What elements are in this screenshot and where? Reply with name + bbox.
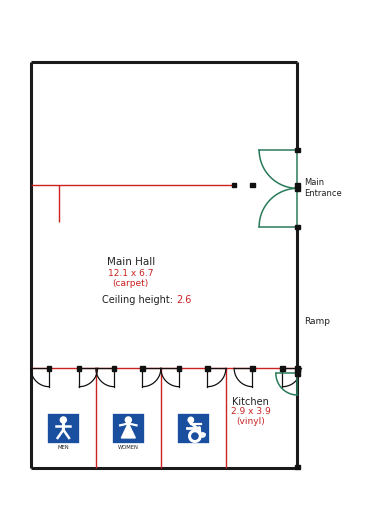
Circle shape <box>60 417 66 423</box>
Bar <box>296 225 300 229</box>
Bar <box>296 186 300 190</box>
Bar <box>251 366 255 370</box>
Text: (vinyl): (vinyl) <box>237 417 265 426</box>
Bar <box>251 183 255 187</box>
Bar <box>296 371 300 375</box>
Bar <box>112 366 116 370</box>
Bar <box>296 148 300 152</box>
Text: 12.1 x 6.7: 12.1 x 6.7 <box>108 269 154 278</box>
Bar <box>177 366 182 370</box>
Bar <box>280 366 285 370</box>
Text: (carpet): (carpet) <box>113 279 149 288</box>
Bar <box>140 366 145 370</box>
FancyBboxPatch shape <box>177 413 210 444</box>
Text: 2.6: 2.6 <box>176 295 191 305</box>
FancyBboxPatch shape <box>47 413 80 444</box>
Bar <box>47 366 51 370</box>
Text: Kitchen: Kitchen <box>232 396 269 407</box>
Text: Main
Entrance: Main Entrance <box>304 178 342 198</box>
Text: Main Hall: Main Hall <box>107 257 155 267</box>
Text: WOMEN: WOMEN <box>118 445 139 450</box>
Bar <box>77 366 81 370</box>
Text: Ceiling height:: Ceiling height: <box>102 295 174 305</box>
Circle shape <box>188 417 194 422</box>
Text: 2.9 x 3.9: 2.9 x 3.9 <box>231 407 271 416</box>
Polygon shape <box>122 423 135 438</box>
Bar <box>296 183 300 187</box>
Bar <box>296 366 300 370</box>
Circle shape <box>125 417 131 423</box>
Bar <box>296 464 300 469</box>
Text: MEN: MEN <box>57 445 69 450</box>
Text: Ramp: Ramp <box>304 317 330 326</box>
FancyBboxPatch shape <box>112 413 145 444</box>
Bar <box>206 366 210 370</box>
Bar <box>232 183 236 187</box>
